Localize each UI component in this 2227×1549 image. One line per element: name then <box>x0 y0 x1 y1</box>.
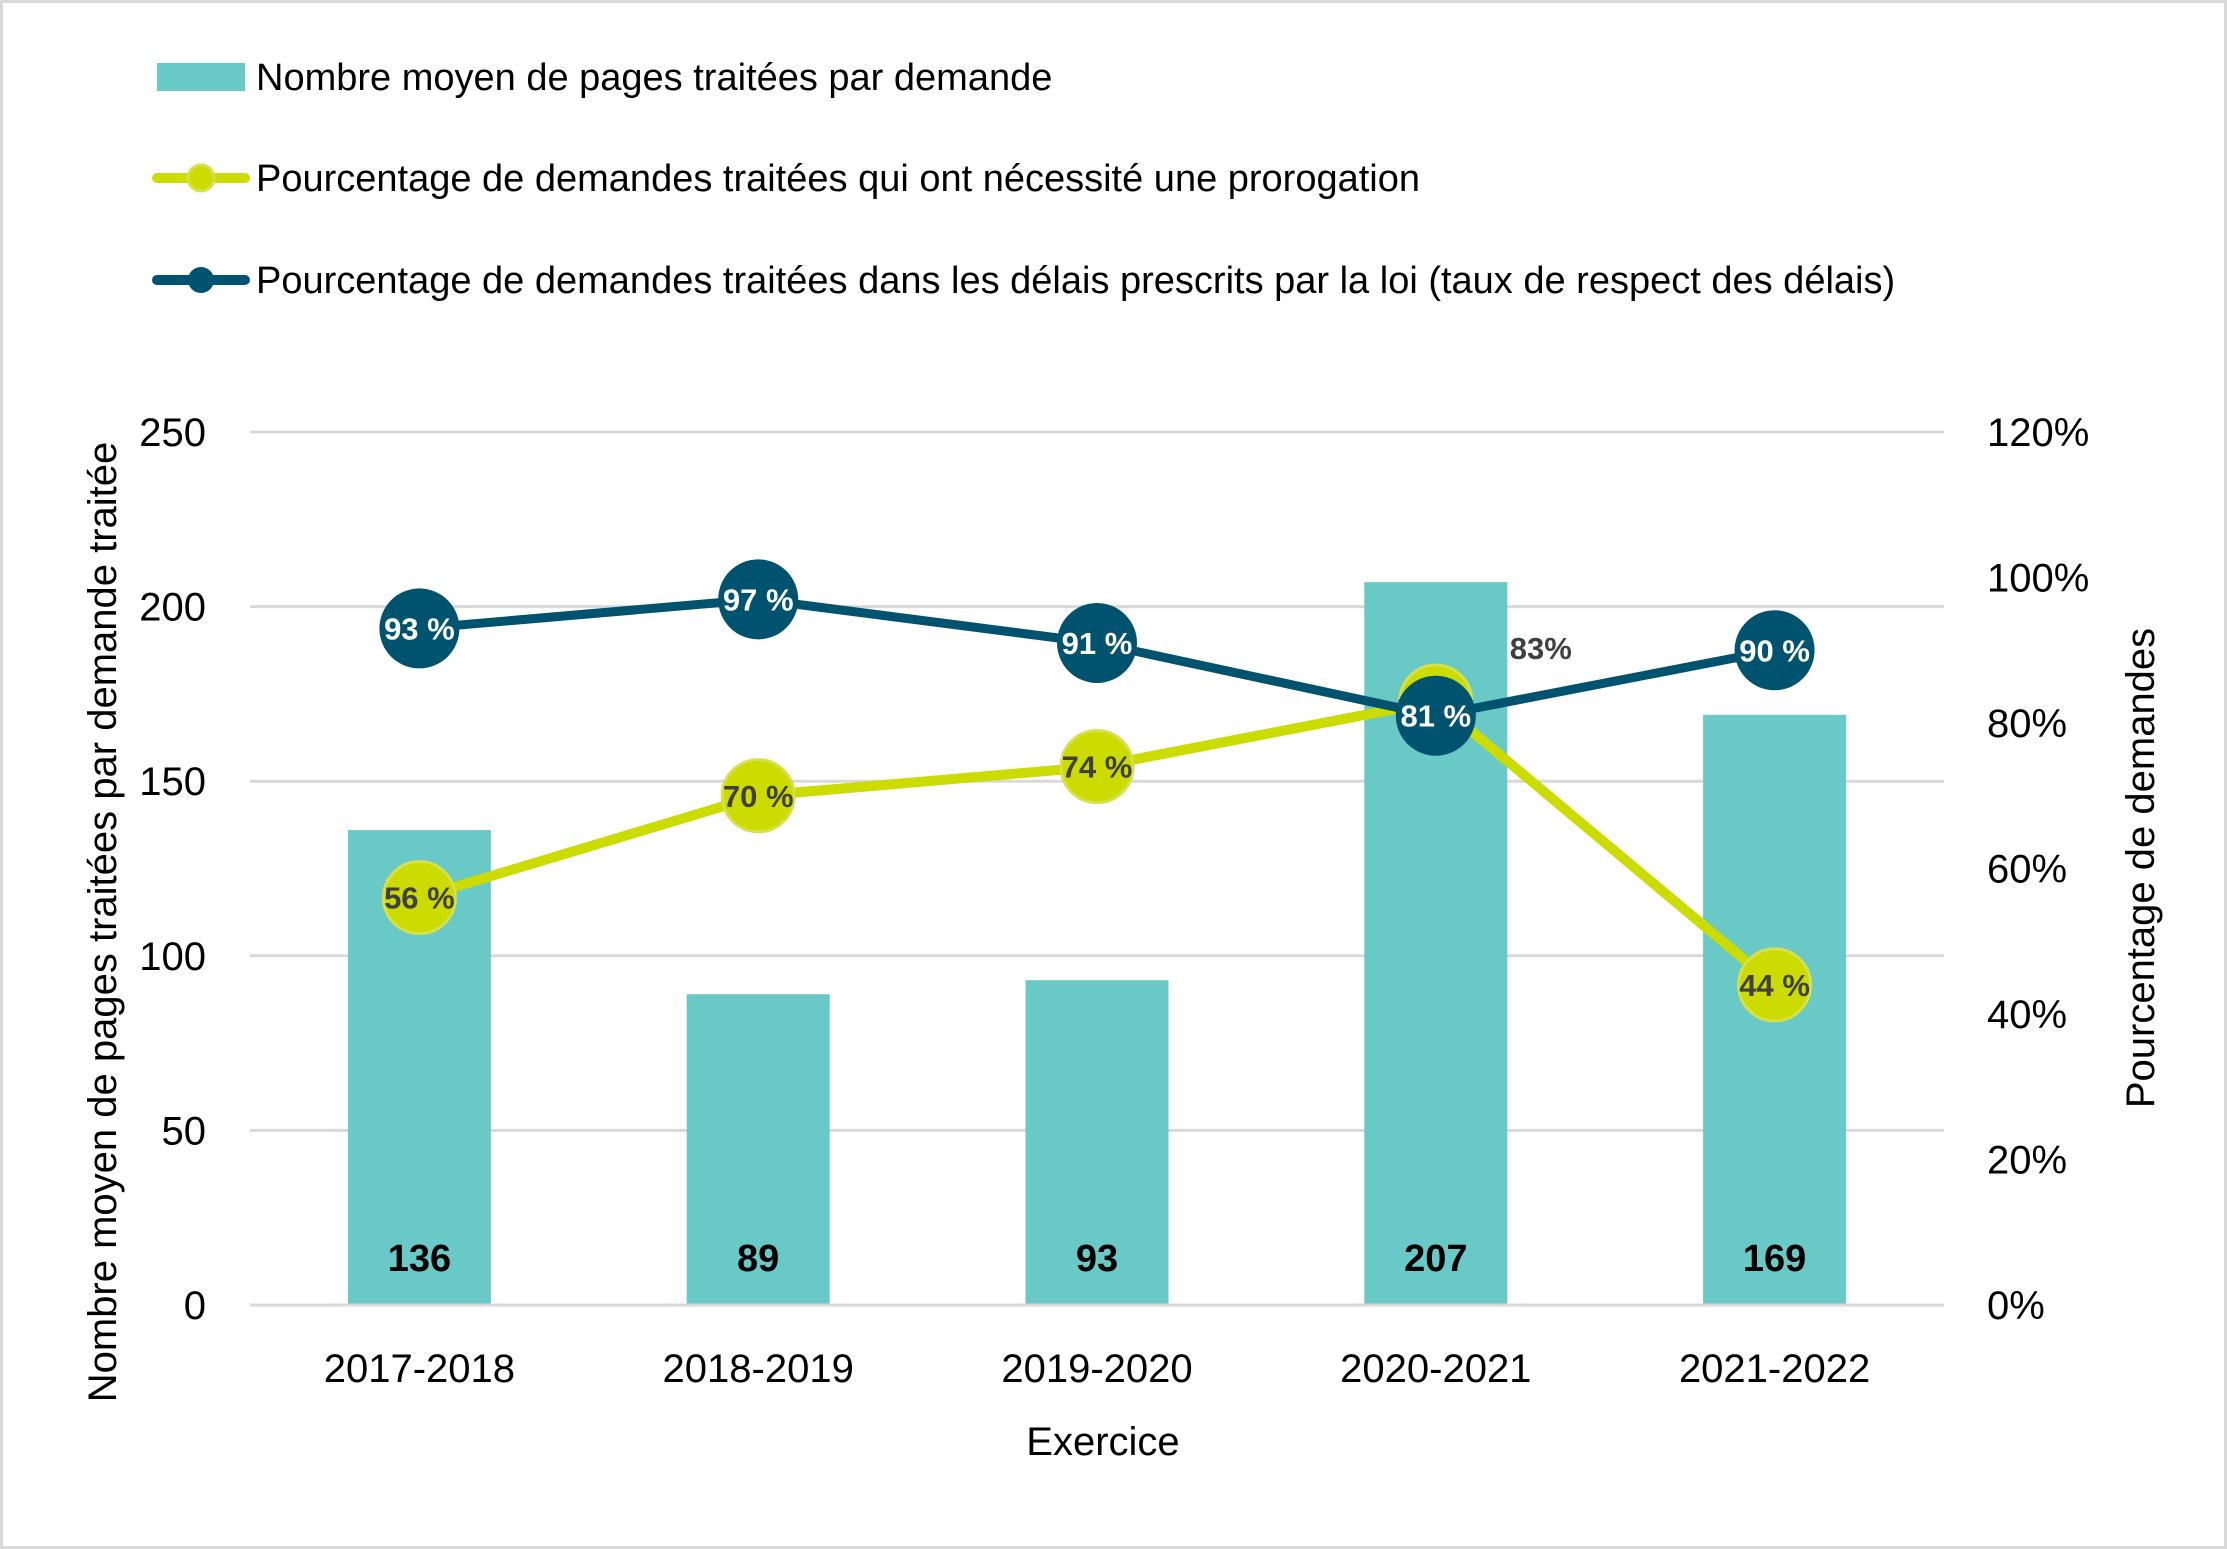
point-label-delais: 91 % <box>1062 626 1133 661</box>
bar-labels: 136 89 93 207 169 <box>388 1238 1807 1280</box>
marker-delais <box>1395 675 1476 756</box>
marker-delais <box>1734 610 1815 691</box>
left-axis-ticks: 0 50 100 150 200 250 <box>139 411 206 1328</box>
x-tick-label: 2018-2019 <box>663 1347 854 1391</box>
marker-delais <box>718 559 799 640</box>
legend-item-pages[interactable]: Nombre moyen de pages traitées par deman… <box>157 57 1052 99</box>
legend: Nombre moyen de pages traitées par deman… <box>152 57 1895 302</box>
y-axis-title: Nombre moyen de pages traitées par deman… <box>81 442 125 1403</box>
y-tick-label: 250 <box>139 411 206 455</box>
point-label-prorogation: 70 % <box>723 779 794 814</box>
x-tick-label: 2020-2021 <box>1340 1347 1531 1391</box>
right-axis-ticks: 0% 20% 40% 60% 80% 100% 120% <box>1987 411 2089 1328</box>
y-tick-label: 50 <box>162 1109 207 1153</box>
point-label-prorogation: 44 % <box>1739 968 1810 1003</box>
y2-tick-label: 60% <box>1987 848 2067 892</box>
marker-prorogation <box>1737 947 1813 1023</box>
y-tick-label: 150 <box>139 760 206 804</box>
y2-axis-title: Pourcentage de demandes <box>2119 628 2163 1108</box>
legend-item-prorogation[interactable]: Pourcentage de demandes traitées qui ont… <box>152 158 1420 200</box>
x-axis-ticks: 2017-2018 2018-2019 2019-2020 2020-2021 2021… <box>324 1347 1870 1391</box>
y2-tick-label: 40% <box>1987 993 2067 1037</box>
x-tick-label: 2021-2022 <box>1679 1347 1870 1391</box>
series-markers <box>379 559 1815 1023</box>
legend-label-delais: Pourcentage de demandes traitées dans le… <box>256 260 1895 302</box>
bar-value-label: 136 <box>388 1238 451 1280</box>
y2-tick-label: 120% <box>1987 411 2089 455</box>
x-tick-label: 2017-2018 <box>324 1347 515 1391</box>
marker-prorogation <box>1059 729 1135 805</box>
legend-label-prorogation: Pourcentage de demandes traitées qui ont… <box>256 158 1420 200</box>
y2-tick-label: 100% <box>1987 557 2089 601</box>
bar <box>686 994 830 1305</box>
marker-delais <box>379 588 460 669</box>
legend-marker-prorogation <box>186 163 216 193</box>
marker-prorogation <box>720 758 796 834</box>
y2-tick-label: 0% <box>1987 1284 2045 1328</box>
y2-tick-label: 80% <box>1987 702 2067 746</box>
y-tick-label: 200 <box>139 586 206 630</box>
marker-delais <box>1057 602 1137 683</box>
bar-value-label: 207 <box>1404 1238 1467 1280</box>
bar-value-label: 93 <box>1076 1238 1118 1280</box>
bars <box>250 582 1944 1307</box>
marker-prorogation <box>381 860 457 936</box>
y2-tick-label: 20% <box>1987 1139 2067 1183</box>
legend-item-delais[interactable]: Pourcentage de demandes traitées dans le… <box>152 260 1895 302</box>
bar-value-label: 169 <box>1743 1238 1806 1280</box>
legend-swatch-bar <box>157 63 245 91</box>
x-tick-label: 2019-2020 <box>1001 1347 1192 1391</box>
point-label-delais: 81 % <box>1400 699 1471 734</box>
bar-value-label: 89 <box>737 1238 779 1280</box>
bar <box>1025 980 1169 1305</box>
point-label-delais: 90 % <box>1739 633 1810 668</box>
legend-label-pages: Nombre moyen de pages traitées par deman… <box>256 57 1052 99</box>
point-label-delais: 97 % <box>723 582 794 617</box>
point-labels: 56 % 70 % 74 % 83% 44 % 93 % 97 % 91 % 81 % 90 % <box>384 582 1810 1003</box>
y-tick-label: 0 <box>184 1284 206 1328</box>
legend-marker-delais <box>188 267 214 293</box>
point-label-prorogation: 83% <box>1510 631 1572 666</box>
point-label-prorogation: 74 % <box>1062 750 1133 785</box>
y-tick-label: 100 <box>139 935 206 979</box>
point-label-delais: 93 % <box>384 611 455 646</box>
x-axis-title: Exercice <box>1026 1420 1179 1464</box>
point-label-prorogation: 56 % <box>384 881 455 916</box>
